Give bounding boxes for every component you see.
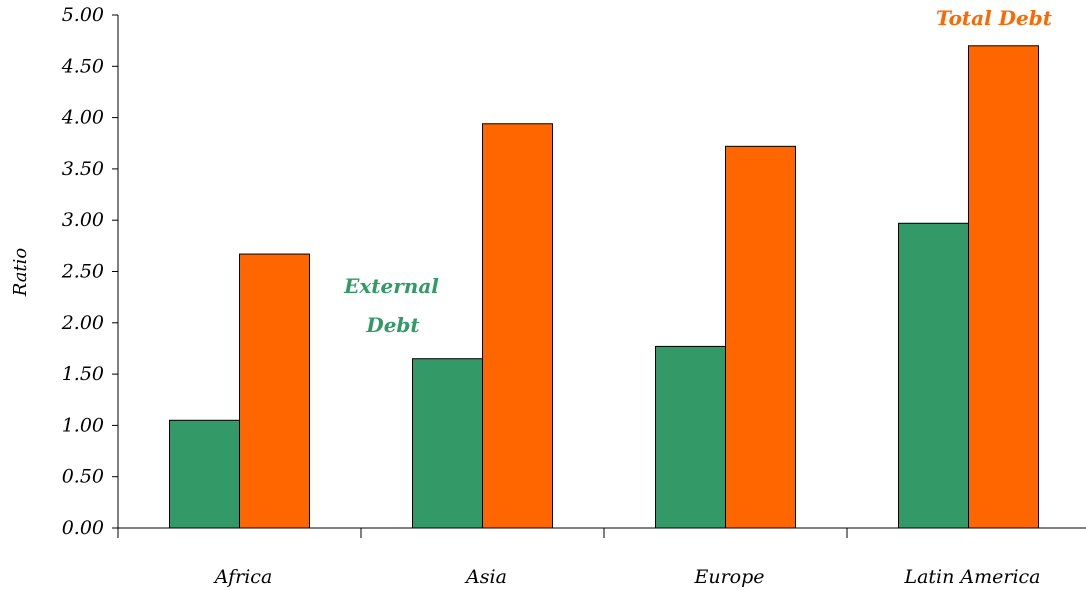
x-category-label: Europe [693, 566, 764, 588]
x-category-label: Asia [464, 566, 507, 588]
y-tick-label: 3.50 [62, 158, 104, 180]
external-debt-annotation: External Debt [343, 274, 446, 337]
y-tick-label: 0.50 [62, 466, 104, 488]
x-category-label: Africa [213, 566, 273, 588]
external-debt-bar [169, 419, 240, 529]
y-tick-label: 4.00 [61, 107, 104, 129]
bars [169, 45, 1039, 529]
y-axis: 0.00 0.50 1.00 1.50 2.00 2.50 3.00 3.50 4.00 4.50… [61, 4, 119, 539]
y-axis-label: Ratio [10, 248, 31, 298]
total-debt-bar [239, 253, 310, 529]
y-tick-label: 4.50 [61, 55, 104, 77]
external-debt-bar [898, 222, 969, 529]
external-debt-bar [412, 358, 483, 529]
external-debt-bar [655, 345, 726, 529]
y-tick-label: 2.50 [61, 261, 104, 283]
total-debt-bar [725, 145, 796, 529]
y-tick-label: 2.00 [61, 312, 104, 334]
y-tick-label: 0.00 [62, 517, 104, 539]
y-tick-label: 5.00 [62, 4, 104, 26]
x-category-label: Latin America [903, 566, 1040, 588]
total-debt-annotation: Total Debt [936, 6, 1053, 30]
total-debt-bar [482, 123, 553, 529]
external-debt-annotation-line-2: Debt [365, 313, 420, 337]
x-axis: Africa Asia Europe Latin America [117, 527, 1086, 588]
y-tick-label: 1.00 [62, 414, 104, 436]
external-debt-annotation-line-1: External [343, 274, 439, 298]
total-debt-bar [968, 45, 1039, 529]
y-tick-label: 3.00 [62, 209, 104, 231]
y-tick-label: 1.50 [62, 363, 104, 385]
